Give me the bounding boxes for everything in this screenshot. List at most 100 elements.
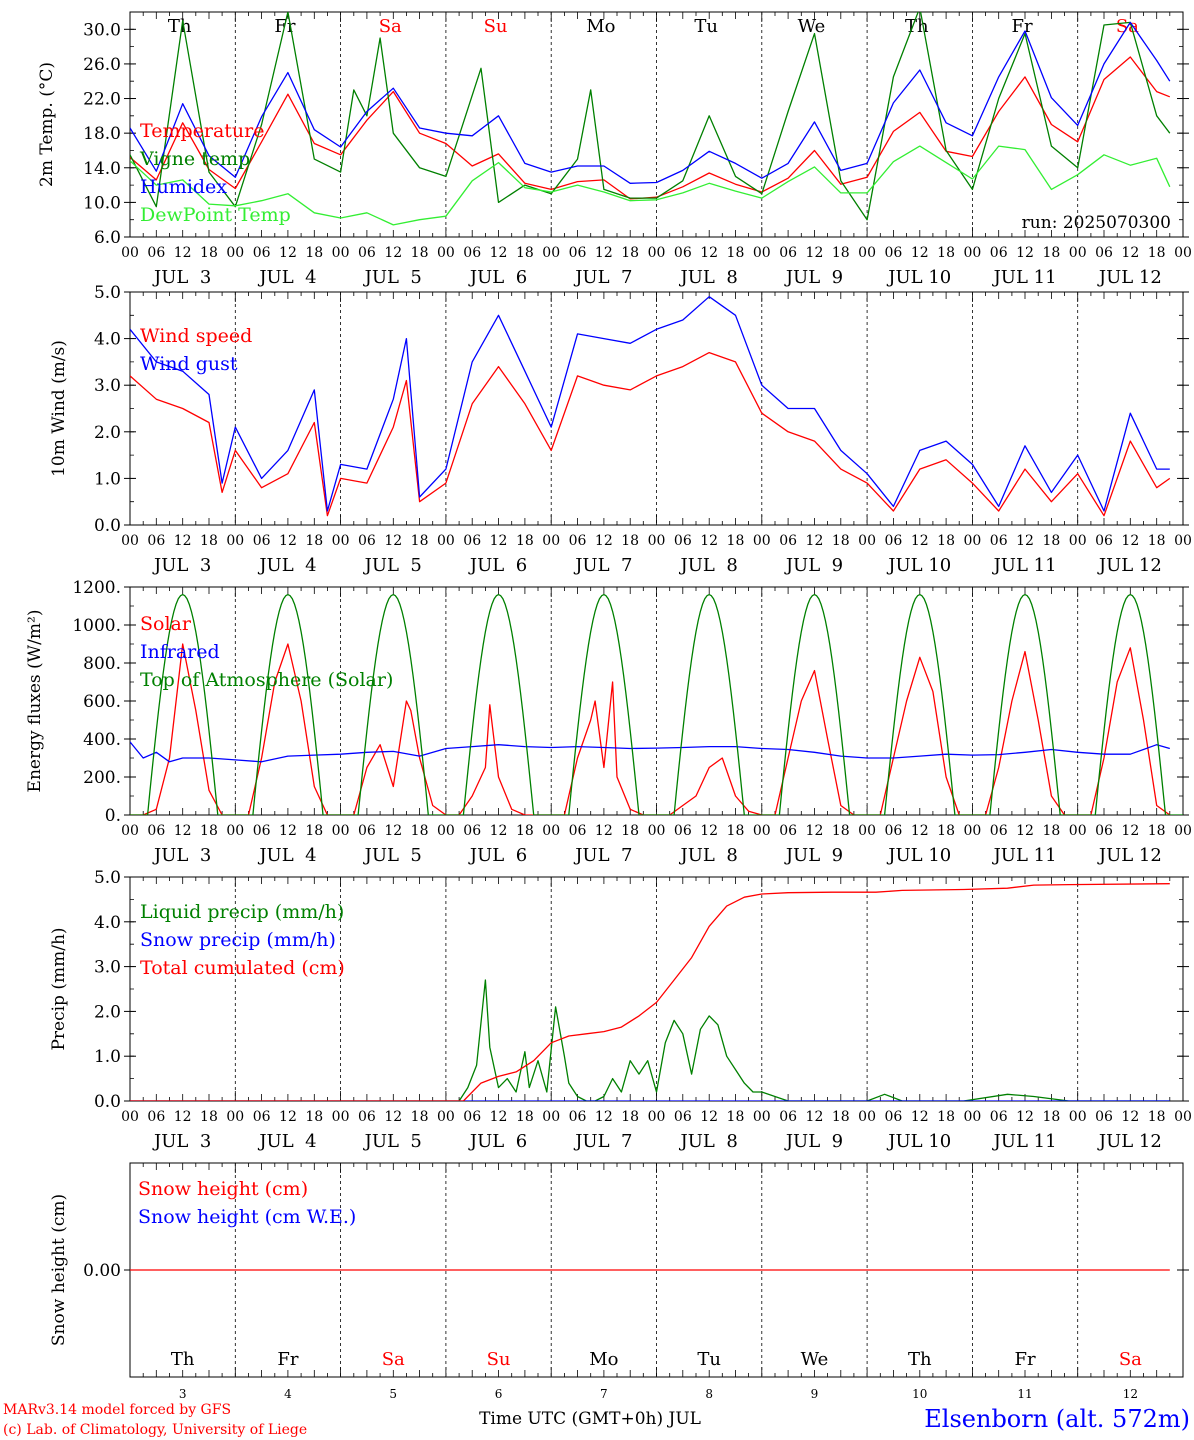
hour-tick-label: 00 bbox=[648, 1109, 666, 1125]
y-tick-label: 0.00 bbox=[83, 1261, 121, 1281]
y-tick-label: 0.0 bbox=[94, 516, 121, 536]
day-abbr-label: Sa bbox=[379, 16, 402, 37]
legend-entry: Top of Atmosphere (Solar) bbox=[140, 669, 393, 691]
hour-tick-label: 18 bbox=[411, 245, 429, 261]
date-label: JUL 11 bbox=[992, 845, 1057, 866]
hour-tick-label: 12 bbox=[490, 823, 508, 839]
date-label: JUL 9 bbox=[784, 1131, 843, 1152]
hour-tick-label: 00 bbox=[963, 245, 981, 261]
hour-tick-label: 12 bbox=[700, 245, 718, 261]
hour-tick-label: 00 bbox=[226, 245, 244, 261]
y-tick-label: 26.0 bbox=[83, 55, 121, 75]
hour-tick-label: 00 bbox=[332, 245, 350, 261]
date-label: JUL 4 bbox=[257, 555, 316, 576]
hour-tick-label: 06 bbox=[358, 823, 376, 839]
hour-tick-label: 00 bbox=[1174, 245, 1192, 261]
hour-tick-label: 12 bbox=[1016, 245, 1034, 261]
hour-tick-label: 06 bbox=[253, 533, 271, 549]
date-label: JUL 10 bbox=[886, 267, 951, 288]
series-line bbox=[130, 351, 1171, 517]
hour-tick-label: 12 bbox=[384, 823, 402, 839]
hour-tick-label: 18 bbox=[305, 533, 323, 549]
panel-5: 0.00 Snow height (cm) Th Fr Sa Su Mo Tu We Th Fr Sa… bbox=[49, 1162, 1189, 1401]
date-label: JUL 4 bbox=[257, 267, 316, 288]
day-abbr-label: Th bbox=[908, 1349, 932, 1370]
hour-tick-label: 18 bbox=[1148, 533, 1166, 549]
hour-tick-label: 12 bbox=[490, 533, 508, 549]
date-label: JUL 11 bbox=[992, 1131, 1057, 1152]
hour-tick-label: 00 bbox=[648, 245, 666, 261]
date-label: JUL 4 bbox=[257, 845, 316, 866]
date-label: JUL 3 bbox=[152, 555, 211, 576]
credit-line-2: (c) Lab. of Climatology, University of L… bbox=[3, 1422, 307, 1438]
hour-tick-label: 12 bbox=[595, 533, 613, 549]
hour-tick-label: 18 bbox=[516, 1109, 534, 1125]
y-tick-label: 2.0 bbox=[94, 1002, 121, 1022]
hour-tick-label: 12 bbox=[700, 1109, 718, 1125]
y-tick-label: 22.0 bbox=[83, 90, 121, 110]
day-abbr-label: Su bbox=[484, 16, 508, 37]
y-minor-ticks bbox=[130, 11, 1183, 238]
hour-tick-label: 06 bbox=[779, 1109, 797, 1125]
hour-tick-label: 12 bbox=[384, 533, 402, 549]
hour-tick-label: 18 bbox=[621, 245, 639, 261]
panel-1: 6.0 10.0 14.0 18.0 22.0 26.0 30.0 2m Temp. (°C)… bbox=[37, 11, 1192, 288]
hour-tick-label: 18 bbox=[937, 245, 955, 261]
legend-entry: Infrared bbox=[140, 641, 220, 663]
hour-tick-label: 00 bbox=[1069, 823, 1087, 839]
day-abbr-label: Tu bbox=[697, 1349, 721, 1370]
hour-tick-label: 06 bbox=[779, 533, 797, 549]
day-abbr-label: We bbox=[801, 1349, 829, 1370]
hour-tick-label: 00 bbox=[226, 533, 244, 549]
hour-tick-label: 00 bbox=[753, 533, 771, 549]
panels-layer: 6.010.014.018.022.026.030.02m Temp. (°C)… bbox=[25, 11, 1192, 1401]
legend-entry: Humidex bbox=[140, 176, 227, 198]
hour-tick-label: 18 bbox=[832, 823, 850, 839]
hour-tick-label: 12 bbox=[279, 823, 297, 839]
date-label: JUL 8 bbox=[679, 1131, 738, 1152]
hour-tick-label: 06 bbox=[147, 533, 165, 549]
hour-tick-label: 18 bbox=[516, 245, 534, 261]
credit-line-1: MARv3.14 model forced by GFS bbox=[3, 1402, 231, 1418]
hour-tick-label: 06 bbox=[358, 533, 376, 549]
hour-tick-label: 18 bbox=[411, 533, 429, 549]
hour-tick-label: 06 bbox=[674, 533, 692, 549]
hour-tick-label: 00 bbox=[121, 1109, 139, 1125]
series-line bbox=[130, 643, 1171, 815]
series-line bbox=[130, 741, 1170, 763]
hour-tick-label: 00 bbox=[121, 533, 139, 549]
day-abbr-label: Su bbox=[487, 1349, 511, 1370]
hour-tick-label: 06 bbox=[990, 533, 1008, 549]
hour-tick-label: 00 bbox=[858, 533, 876, 549]
hour-tick-label: 18 bbox=[832, 1109, 850, 1125]
hour-tick-label: 18 bbox=[200, 1109, 218, 1125]
hour-tick-label: 00 bbox=[542, 823, 560, 839]
hour-tick-label: 00 bbox=[437, 533, 455, 549]
hour-tick-label: 00 bbox=[648, 823, 666, 839]
hour-tick-label: 06 bbox=[253, 245, 271, 261]
hour-tick-label: 06 bbox=[463, 533, 481, 549]
y-tick-label: 0. bbox=[105, 806, 121, 826]
hour-tick-label: 12 bbox=[279, 1109, 297, 1125]
hour-tick-label: 12 bbox=[700, 823, 718, 839]
hour-tick-label: 18 bbox=[621, 533, 639, 549]
hour-tick-label: 18 bbox=[621, 1109, 639, 1125]
date-label: JUL 8 bbox=[679, 555, 738, 576]
hour-tick-label: 12 bbox=[911, 823, 929, 839]
hour-tick-label: 06 bbox=[569, 245, 587, 261]
hour-tick-label: 12 bbox=[1121, 1109, 1139, 1125]
legend-entry: Liquid precip (mm/h) bbox=[140, 901, 344, 923]
hour-tick-label: 12 bbox=[806, 533, 824, 549]
day-number-label: 8 bbox=[705, 1387, 713, 1401]
hour-tick-label: 12 bbox=[384, 1109, 402, 1125]
day-abbr-label: Mo bbox=[589, 1349, 618, 1370]
legend-entry: Total cumulated (cm) bbox=[140, 957, 345, 979]
panel-3: 0. 200. 400. 600. 800. 1000. 1200. Energy fluxe… bbox=[25, 578, 1192, 866]
date-label: JUL 7 bbox=[573, 845, 632, 866]
date-label: JUL 5 bbox=[363, 555, 422, 576]
hour-tick-label: 06 bbox=[990, 1109, 1008, 1125]
y-axis-label: Snow height (cm) bbox=[49, 1194, 69, 1346]
hour-tick-label: 00 bbox=[858, 1109, 876, 1125]
y-tick-label: 1.0 bbox=[94, 469, 121, 489]
